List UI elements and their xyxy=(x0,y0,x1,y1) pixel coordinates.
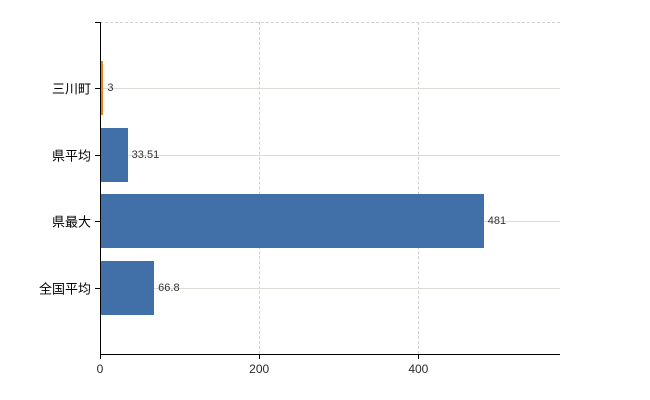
bar-2 xyxy=(101,127,128,182)
category-gridline xyxy=(100,287,560,289)
x-axis-line xyxy=(100,354,560,355)
y-axis-tick xyxy=(95,154,100,156)
bar-4 xyxy=(101,260,155,315)
x-axis-tick xyxy=(100,354,101,359)
bar-3 xyxy=(101,194,484,249)
category-gridline xyxy=(100,88,560,90)
plot-top-border xyxy=(100,22,560,23)
x-axis-tick-label: 200 xyxy=(249,362,270,376)
category-label: 全国平均 xyxy=(38,281,91,297)
bar-value-label: 3 xyxy=(107,82,114,95)
x-gridline xyxy=(259,22,261,354)
category-label: 県平均 xyxy=(51,148,91,164)
x-gridline xyxy=(418,22,420,354)
y-axis-line xyxy=(100,22,101,354)
bar-value-label: 66.8 xyxy=(158,281,180,294)
x-axis-tick xyxy=(418,354,420,359)
x-axis-tick xyxy=(259,354,261,359)
y-axis-tick xyxy=(95,221,100,223)
category-label: 三川町 xyxy=(51,81,91,97)
bar-value-label: 481 xyxy=(487,215,507,228)
bar-value-label: 33.51 xyxy=(131,148,160,161)
y-axis-tick xyxy=(95,287,100,289)
y-axis-tick xyxy=(95,88,100,90)
y-axis-end-tick xyxy=(95,22,100,23)
category-label: 県最大 xyxy=(51,214,91,230)
bar-1 xyxy=(101,61,104,116)
x-axis-tick-label: 400 xyxy=(408,362,429,376)
x-axis-tick-label: 0 xyxy=(96,362,104,376)
category-gridline xyxy=(100,154,560,156)
